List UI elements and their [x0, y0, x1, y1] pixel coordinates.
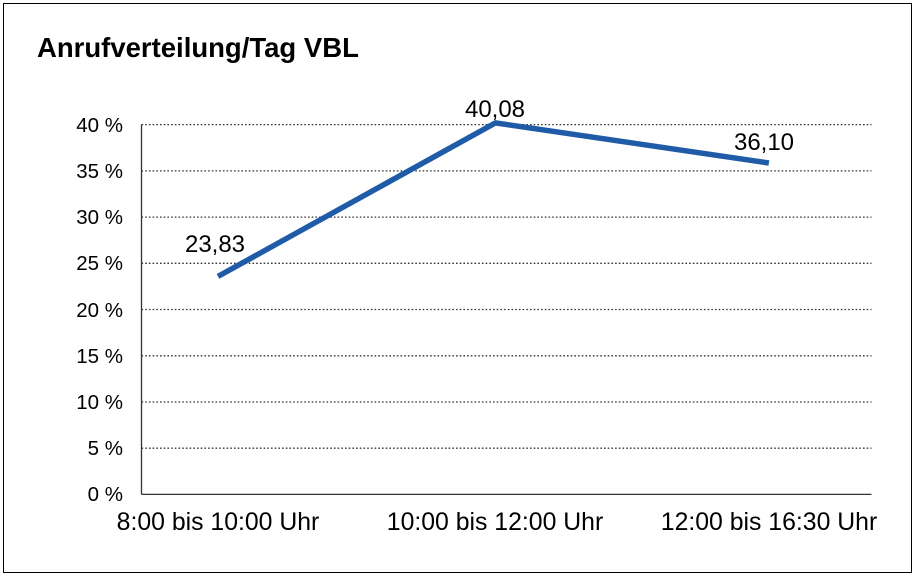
svg-text:15 %: 15 % — [76, 345, 123, 368]
svg-text:35 %: 35 % — [76, 160, 123, 183]
svg-text:20 %: 20 % — [76, 299, 123, 322]
svg-text:40 %: 40 % — [76, 114, 123, 137]
svg-text:5 %: 5 % — [88, 437, 123, 460]
svg-text:10:00 bis 12:00 Uhr: 10:00 bis 12:00 Uhr — [387, 509, 603, 536]
svg-text:40,08: 40,08 — [465, 96, 525, 123]
svg-text:30 %: 30 % — [76, 206, 123, 229]
svg-text:36,10: 36,10 — [734, 129, 794, 156]
svg-text:23,83: 23,83 — [185, 231, 245, 258]
svg-text:25 %: 25 % — [76, 252, 123, 275]
svg-text:10 %: 10 % — [76, 391, 123, 414]
svg-text:8:00 bis 10:00 Uhr: 8:00 bis 10:00 Uhr — [117, 509, 320, 536]
svg-text:12:00 bis 16:30 Uhr: 12:00 bis 16:30 Uhr — [661, 509, 877, 536]
svg-text:0 %: 0 % — [88, 483, 123, 506]
